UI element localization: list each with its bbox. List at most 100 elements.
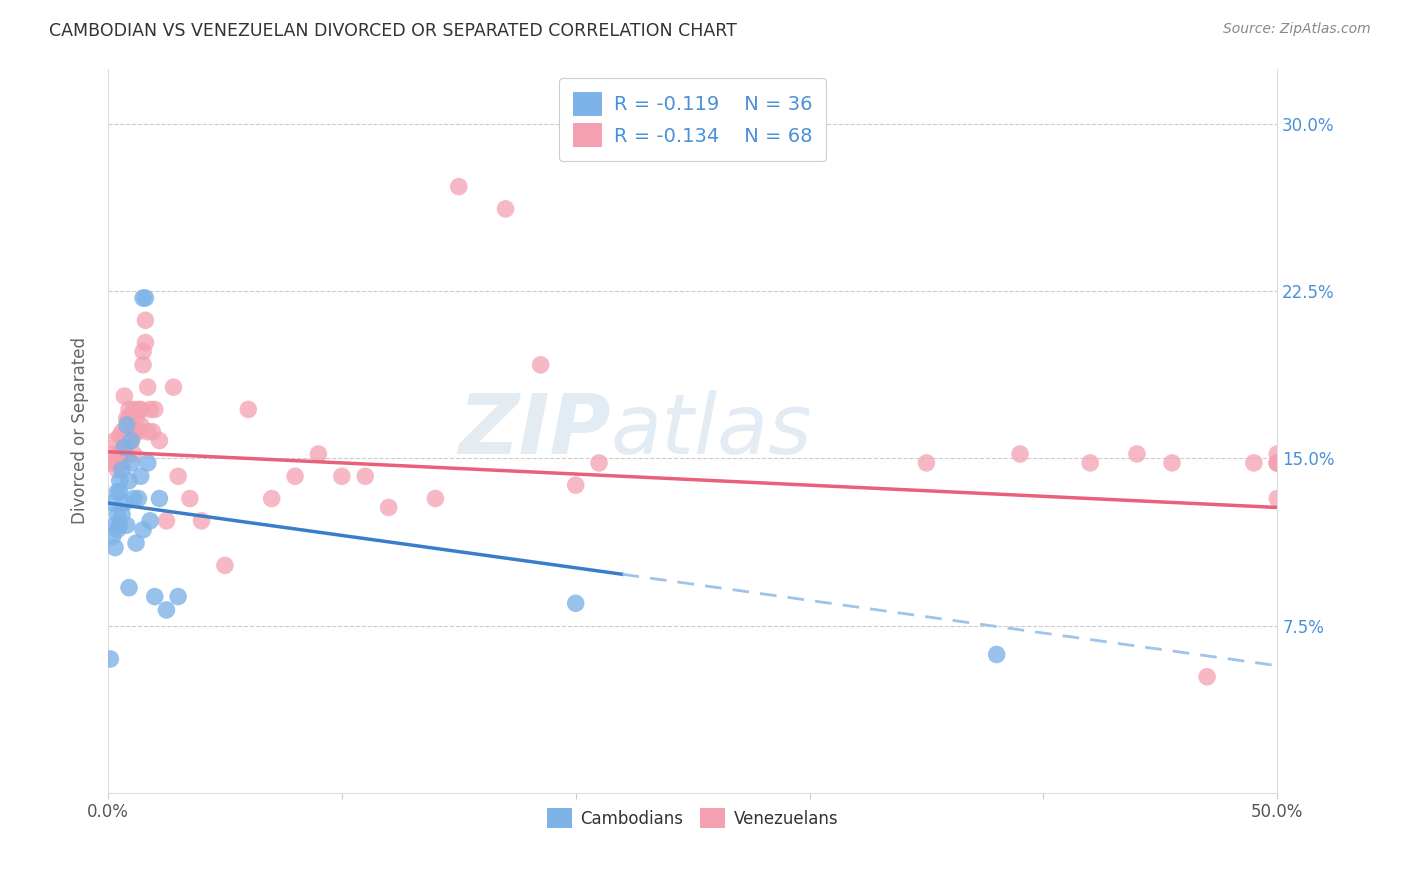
Point [127,402,149,417]
Point [588,456,610,470]
Point [129,469,152,483]
Point [143,402,166,417]
Point [108,484,131,499]
Point [108,474,131,488]
Point [148,491,170,506]
Point [111,456,134,470]
Point [139,402,162,417]
Point [260,491,283,506]
Point [1265,491,1288,506]
Point [1197,670,1219,684]
Point [167,590,190,604]
Point [129,402,152,417]
Point [1008,447,1031,461]
Point [495,202,517,216]
Point [1265,456,1288,470]
Point [132,291,155,305]
Point [134,291,156,305]
Point [564,478,586,492]
Point [122,402,145,417]
Point [330,469,353,483]
Point [122,491,145,506]
Point [111,425,134,439]
Point [425,491,447,506]
Point [377,500,399,515]
Point [104,434,127,448]
Point [447,179,470,194]
Point [308,447,330,461]
Point [214,558,236,573]
Point [179,491,201,506]
Point [1265,456,1288,470]
Point [125,536,148,550]
Point [108,518,131,533]
Point [101,496,124,510]
Point [115,411,138,425]
Point [118,581,141,595]
Point [1265,447,1288,461]
Point [1078,456,1101,470]
Point [115,518,138,533]
Point [111,462,134,476]
Text: CAMBODIAN VS VENEZUELAN DIVORCED OR SEPARATED CORRELATION CHART: CAMBODIAN VS VENEZUELAN DIVORCED OR SEPA… [49,22,737,40]
Point [136,380,159,394]
Point [120,425,142,439]
Point [105,507,128,521]
Point [136,456,159,470]
Point [125,425,148,439]
Point [530,358,553,372]
Point [105,523,128,537]
Point [98,456,121,470]
Point [112,496,135,510]
Point [134,313,156,327]
Point [284,469,307,483]
Point [136,425,159,439]
Point [120,434,142,448]
Point [162,380,184,394]
Point [1126,447,1149,461]
Point [132,344,155,359]
Point [155,603,177,617]
Point [111,507,134,521]
Text: atlas: atlas [610,390,813,471]
Point [101,447,124,461]
Point [108,447,131,461]
Point [118,411,141,425]
Point [139,514,162,528]
Legend: Cambodians, Venezuelans: Cambodians, Venezuelans [540,801,845,835]
Point [98,652,121,666]
Point [132,523,155,537]
Text: ZIP: ZIP [458,390,610,471]
Point [104,456,127,470]
Point [104,541,127,555]
Point [104,518,127,533]
Point [127,491,149,506]
Point [129,417,152,432]
Point [354,469,377,483]
Point [118,434,141,448]
Point [141,425,163,439]
Point [120,434,142,448]
Point [148,434,170,448]
Point [155,514,177,528]
Point [143,590,166,604]
Point [112,440,135,454]
Point [105,462,128,476]
Point [118,474,141,488]
Point [115,447,138,461]
Point [1161,456,1184,470]
Point [108,429,131,443]
Point [105,484,128,499]
Point [108,456,131,470]
Point [134,335,156,350]
Point [115,417,138,432]
Point [238,402,260,417]
Point [112,434,135,448]
Point [101,529,124,543]
Point [122,447,145,461]
Text: Source: ZipAtlas.com: Source: ZipAtlas.com [1223,22,1371,37]
Point [120,456,142,470]
Point [915,456,938,470]
Point [1243,456,1265,470]
Point [127,425,149,439]
